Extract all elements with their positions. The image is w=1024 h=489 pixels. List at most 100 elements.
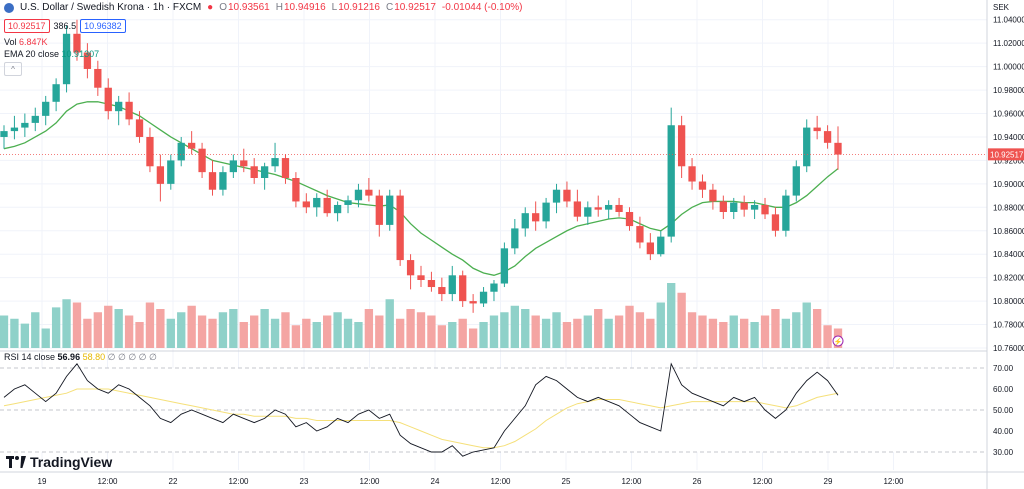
volume-bar <box>458 318 467 348</box>
rsi-ma-value: 58.80 <box>82 352 106 362</box>
candle-body <box>552 189 561 203</box>
candle-body <box>281 158 290 178</box>
volume-bar <box>375 315 384 348</box>
volume-bar <box>312 322 321 348</box>
candle-body <box>94 68 102 88</box>
volume-bar <box>562 322 572 348</box>
volume-bar <box>62 299 71 348</box>
sell-button[interactable]: 10.92517 <box>4 19 50 33</box>
price-tick-label: 10.84000 <box>993 250 1024 259</box>
candle-body <box>302 201 310 208</box>
candle-body <box>240 160 248 167</box>
time-tick-label: 12:00 <box>97 477 118 486</box>
candle-body <box>354 189 363 201</box>
time-tick-label: 19 <box>38 477 47 486</box>
candle-body <box>292 178 300 202</box>
volume-bar <box>677 292 686 348</box>
volume-bar <box>416 312 426 348</box>
volume-bar <box>51 307 61 348</box>
volume-bar <box>135 322 144 348</box>
volume-bar <box>0 315 9 348</box>
candle-body <box>657 236 665 255</box>
volume-bar <box>354 322 363 348</box>
volume-bar <box>208 318 217 348</box>
volume-bar <box>291 325 301 348</box>
volume-bar <box>72 302 82 348</box>
lightning-icon: ⚡ <box>834 337 843 346</box>
volume-bar <box>594 309 603 348</box>
rsi-tick-label: 70.00 <box>993 364 1014 373</box>
volume-bar <box>635 312 645 348</box>
vol-value: 6.847K <box>19 37 48 47</box>
volume-legend[interactable]: Vol 6.847K <box>4 37 48 47</box>
close-value: 10.92517 <box>394 2 436 13</box>
candle-body <box>10 127 19 132</box>
candle-body <box>229 160 237 173</box>
candle-body <box>250 166 258 178</box>
candle-body <box>677 125 686 167</box>
volume-bar <box>604 318 613 348</box>
volume-bar <box>510 305 519 348</box>
volume-bar <box>500 312 509 348</box>
candle-body <box>469 301 477 304</box>
ema-line <box>3 101 839 276</box>
volume-bar <box>10 318 19 348</box>
candle-body <box>740 202 748 210</box>
low-value: 10.91216 <box>338 2 380 13</box>
rsi-path <box>3 362 839 457</box>
collapse-legend-icon[interactable]: ^ <box>4 62 22 76</box>
volume-bar <box>406 309 415 348</box>
volume-bar <box>823 325 832 348</box>
candle-body <box>521 213 529 229</box>
volume-bar <box>552 312 561 348</box>
volume-bar <box>229 309 238 348</box>
price-tick-label: 10.88000 <box>993 203 1024 212</box>
change-value: -0.01044 (-0.10%) <box>441 2 523 13</box>
rsi-pane <box>0 362 987 457</box>
rsi-value: 56.96 <box>57 352 81 362</box>
candle-body <box>782 195 790 231</box>
ema-value: 10.91307 <box>61 49 100 59</box>
time-tick-label: 29 <box>824 477 833 486</box>
candle-body <box>427 280 436 288</box>
volume-bar <box>781 318 791 348</box>
volume-bar <box>395 318 405 348</box>
time-tick-label: 12:00 <box>490 477 511 486</box>
candle-body <box>584 207 592 217</box>
market-dot-icon: ● <box>207 2 214 13</box>
candle-body <box>761 204 769 215</box>
symbol-title[interactable]: U.S. Dollar / Swedish Krona · 1h · FXCM <box>20 2 202 13</box>
symbol-icon <box>4 2 14 13</box>
candle-body <box>834 142 842 155</box>
volume-bar <box>656 302 665 348</box>
volume-bar <box>541 318 551 348</box>
current-price-badge <box>988 148 1024 161</box>
candle-body <box>636 226 644 243</box>
ema-legend[interactable]: EMA 20 close 10.91307 <box>4 49 99 59</box>
brand-name: TradingView <box>30 454 113 470</box>
candle-body <box>709 189 717 202</box>
candle-body <box>646 242 654 255</box>
candle-body <box>511 228 519 249</box>
c-label: C <box>385 2 394 13</box>
rsi-legend[interactable]: RSI 14 close 56.96 58.80 ∅ ∅ ∅ ∅ ∅ <box>4 352 157 363</box>
tradingview-logo[interactable]: TradingView <box>6 454 112 470</box>
candle-body <box>417 275 425 280</box>
volume-bar <box>260 309 269 348</box>
volume-bar <box>521 309 530 348</box>
volume-bar <box>614 315 624 348</box>
candle-body <box>0 131 8 137</box>
candle-body <box>198 148 206 173</box>
buy-button[interactable]: 10.96382 <box>80 19 126 33</box>
volume-bar <box>802 302 811 348</box>
candle-body <box>260 166 269 178</box>
time-tick-label: 24 <box>431 477 440 486</box>
candle-body <box>21 122 29 128</box>
volume-bar <box>625 305 634 348</box>
spread-value: 386.5 <box>53 21 77 31</box>
volume-bar <box>343 318 353 348</box>
volume-bar <box>270 318 280 348</box>
price-tick-label: 10.98000 <box>993 86 1024 95</box>
time-tick-label: 22 <box>169 477 178 486</box>
